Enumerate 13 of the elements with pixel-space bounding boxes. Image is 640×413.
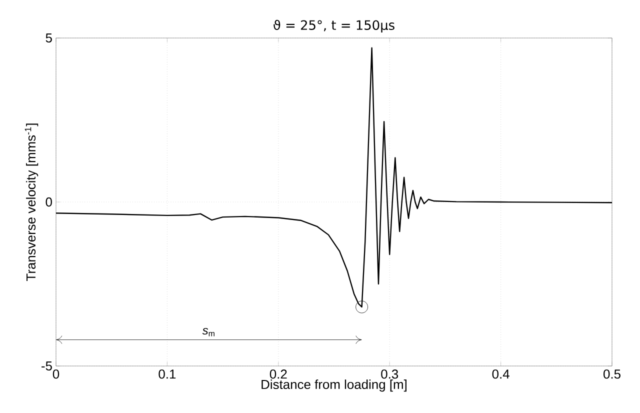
x-tick-label: 0.3 xyxy=(381,370,398,379)
x-tick-label: 0.2 xyxy=(270,370,287,379)
x-tick-label: 0.4 xyxy=(492,370,510,379)
x-axis-title: Distance from loading [m] xyxy=(262,380,406,392)
y-tick-label: 0 xyxy=(46,197,52,207)
chart-title: ϑ = 25°, t = 150µs xyxy=(274,20,394,32)
y-tick-label: 5 xyxy=(46,33,52,43)
y-tick-label: -5 xyxy=(42,361,52,371)
x-tick-label: 0 xyxy=(52,370,60,379)
y-axis-title: Transverse velocity [mms$^{-1}$] xyxy=(24,124,38,281)
annotation: s$_{m}$ xyxy=(202,328,214,336)
x-tick-label: 0.5 xyxy=(604,370,620,379)
x-tick-label: 0.1 xyxy=(158,370,176,379)
